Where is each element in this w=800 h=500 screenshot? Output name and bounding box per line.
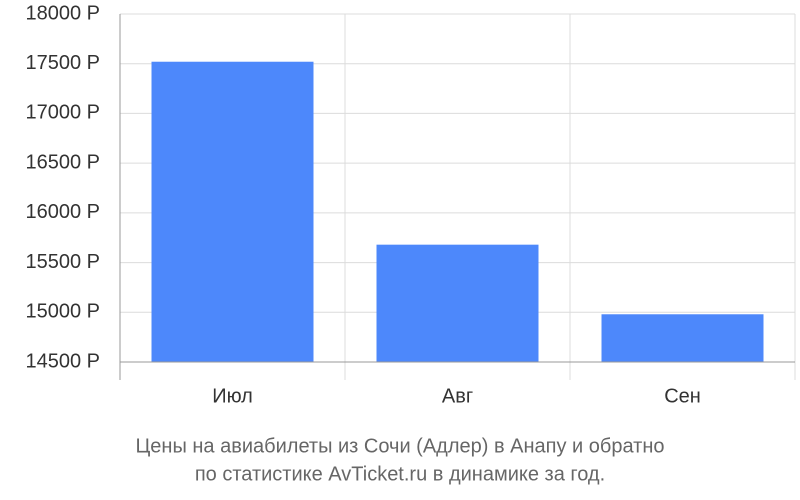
y-tick-label: 15500 Р: [25, 251, 100, 273]
bar: [376, 244, 539, 362]
x-tick-label: Авг: [442, 385, 473, 407]
bar: [601, 314, 764, 362]
caption-line: по статистике AvTicket.ru в динамике за …: [195, 463, 605, 485]
y-tick-label: 17000 Р: [25, 102, 100, 124]
y-tick-label: 16500 Р: [25, 151, 100, 173]
x-tick-label: Сен: [664, 385, 701, 407]
bar: [151, 61, 314, 363]
y-tick-label: 16000 Р: [25, 201, 100, 223]
y-tick-label: 15000 Р: [25, 301, 100, 323]
x-tick-label: Июл: [212, 385, 253, 407]
caption-line: Цены на авиабилеты из Сочи (Адлер) в Ана…: [135, 435, 664, 457]
y-tick-label: 14500 Р: [25, 350, 100, 372]
y-tick-label: 17500 Р: [25, 52, 100, 74]
y-tick-label: 18000 Р: [25, 2, 100, 24]
